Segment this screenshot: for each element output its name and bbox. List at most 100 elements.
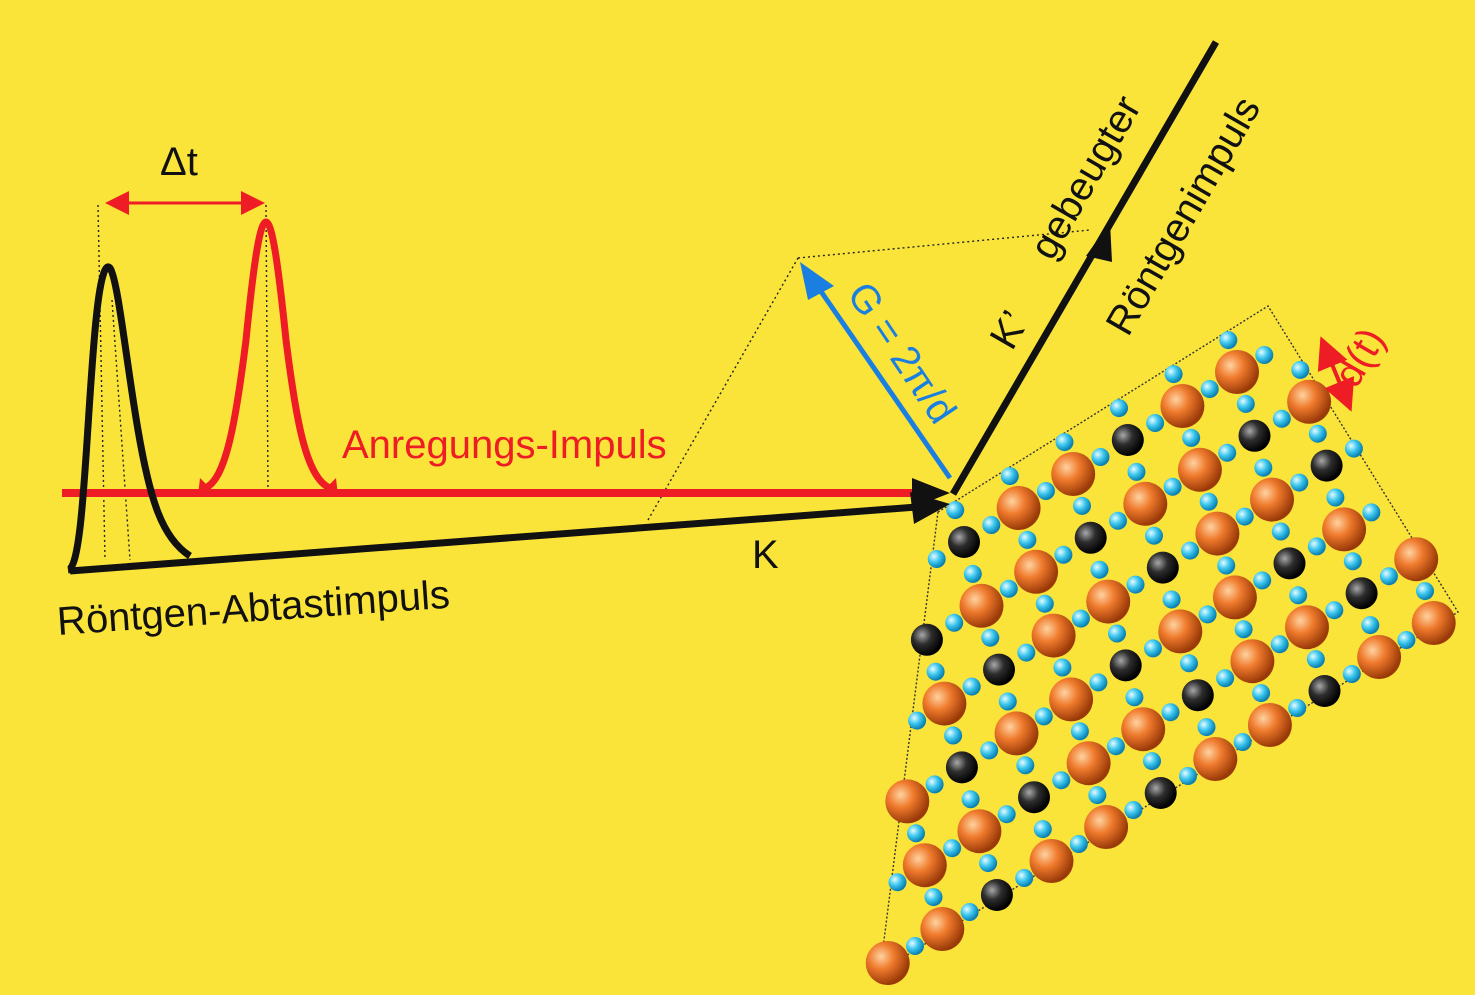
- atom-small: [888, 873, 907, 892]
- atom-small: [1197, 718, 1216, 737]
- atom-large: [1285, 605, 1329, 650]
- atom-small: [960, 903, 979, 921]
- atom-small: [1217, 556, 1236, 575]
- pump-pulse-foot-left: [198, 478, 214, 496]
- atom-dark: [1238, 419, 1271, 452]
- atom-small: [1034, 707, 1053, 726]
- atom-small: [1070, 722, 1089, 741]
- g-vector-arrowhead: [800, 262, 834, 300]
- pump-label: Anregungs-Impuls: [342, 423, 667, 467]
- atom-small: [1179, 767, 1197, 785]
- atom-dark: [980, 879, 1013, 911]
- atom-small: [1036, 482, 1055, 500]
- atom-large: [1212, 575, 1257, 620]
- atom-large: [1193, 737, 1238, 781]
- atom-large: [1123, 481, 1168, 526]
- pulse-marker-black-2: [111, 299, 131, 561]
- probe-beam-k: [69, 502, 931, 575]
- construction-line-top: [797, 229, 1091, 259]
- atom-small: [963, 564, 982, 583]
- atom-small: [1108, 624, 1126, 643]
- atom-small: [1033, 820, 1052, 839]
- atom-dark: [1074, 521, 1107, 554]
- atom-large: [959, 583, 1004, 628]
- pulse-marker-black-1: [97, 204, 106, 561]
- atom-large: [1177, 447, 1222, 492]
- atom-small: [1017, 643, 1036, 662]
- atom-large: [1394, 537, 1439, 582]
- atom-small: [998, 692, 1017, 711]
- atom-large: [1049, 677, 1094, 722]
- atom-small: [1106, 737, 1125, 756]
- probe-pulse-shape: [66, 263, 192, 574]
- atom-dark: [1345, 577, 1378, 610]
- atom-small: [1180, 654, 1198, 673]
- atom-dark: [1181, 679, 1214, 712]
- atom-small: [1255, 346, 1274, 364]
- atom-dark: [948, 526, 980, 558]
- atom-small: [1344, 439, 1363, 458]
- atom-small: [908, 711, 927, 730]
- atom-small: [1362, 503, 1381, 522]
- atom-small: [1397, 631, 1416, 649]
- atom-small: [1054, 545, 1073, 564]
- atom-small: [1233, 733, 1252, 751]
- atom-small: [982, 516, 1001, 534]
- atom-large: [1230, 639, 1275, 684]
- atom-large: [1250, 477, 1294, 522]
- diffracted-beam-k-prime: [949, 40, 1220, 496]
- atom-large: [994, 711, 1039, 756]
- atom-large: [1247, 703, 1292, 747]
- atom-small: [1109, 511, 1127, 530]
- atom-dark: [1146, 551, 1179, 584]
- atom-small: [1271, 522, 1290, 541]
- construction-lines: [97, 204, 1091, 561]
- atom-small: [925, 775, 944, 794]
- atom-small: [1018, 530, 1037, 549]
- diffracted-beam-arrowhead: [1086, 222, 1112, 262]
- atom-small: [1253, 571, 1272, 590]
- atom-small: [1145, 526, 1163, 545]
- atom-large: [1066, 741, 1111, 786]
- spacing-arrow: [1317, 336, 1355, 412]
- atom-small: [1379, 567, 1398, 586]
- atom-small: [1126, 575, 1145, 594]
- atom-small: [1052, 771, 1071, 790]
- atom-small: [1252, 684, 1271, 703]
- atom-large: [920, 907, 965, 951]
- construction-line-left: [647, 257, 799, 521]
- atom-large: [1084, 805, 1129, 849]
- atom-small: [1182, 428, 1201, 447]
- atom-small: [1162, 590, 1181, 609]
- atom-small: [1291, 360, 1310, 379]
- atom-small: [1254, 458, 1273, 477]
- atom-small: [1307, 537, 1326, 556]
- atom-small: [906, 937, 924, 955]
- atom-small: [1216, 669, 1235, 688]
- atom-small: [926, 662, 945, 681]
- atom-small: [944, 726, 963, 745]
- atom-small: [1235, 507, 1254, 526]
- atom-large: [1121, 707, 1166, 752]
- atom-small: [1090, 560, 1109, 579]
- atom-dark: [1273, 547, 1306, 580]
- atom-small: [1016, 756, 1035, 775]
- atom-dark: [1018, 781, 1050, 814]
- atom-large: [1160, 384, 1205, 428]
- delta-t-label: Δt: [160, 140, 198, 184]
- atom-large: [922, 681, 967, 726]
- atom-small: [1236, 394, 1255, 413]
- atom-small: [1053, 658, 1072, 677]
- atom-small: [1071, 609, 1090, 628]
- atom-small: [1089, 673, 1108, 692]
- atom-small: [1326, 488, 1345, 507]
- atom-large: [1215, 350, 1259, 394]
- atom-small: [1219, 331, 1238, 350]
- atom-small: [1325, 601, 1344, 620]
- atom-dark: [1310, 449, 1343, 482]
- atom-small: [1198, 605, 1217, 624]
- atom-small: [1110, 399, 1128, 418]
